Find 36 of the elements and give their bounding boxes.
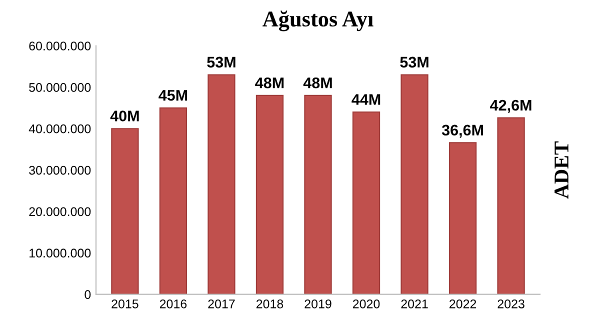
bar xyxy=(400,74,428,294)
y-axis-title: ADET xyxy=(554,141,568,199)
x-tick-label: 2016 xyxy=(160,299,187,308)
y-tick-label: 30.000.000 xyxy=(29,166,91,175)
x-tick-label: 2022 xyxy=(450,299,476,308)
bar xyxy=(497,117,525,294)
x-tick-label: 2023 xyxy=(498,299,524,308)
chart-title: Ağustos Ayı xyxy=(262,10,374,32)
y-tick-label: 0 xyxy=(84,290,91,299)
y-tick-label: 20.000.000 xyxy=(29,207,91,216)
x-tick-label: 2021 xyxy=(401,299,428,308)
data-label: 42,6M xyxy=(490,100,532,113)
bar xyxy=(448,142,477,294)
bar xyxy=(256,94,284,294)
data-label: 48M xyxy=(255,77,284,88)
bar xyxy=(111,128,139,294)
data-label: 53M xyxy=(207,56,236,68)
data-label: 40M xyxy=(110,110,139,122)
y-tick-label: 60.000.000 xyxy=(29,42,91,50)
data-label: 45M xyxy=(158,90,188,101)
y-tick-label: 50.000.000 xyxy=(29,83,91,92)
data-label: 44M xyxy=(352,94,380,105)
y-tick-label: 40.000.000 xyxy=(28,124,91,134)
data-label: 48M xyxy=(303,77,332,88)
bar xyxy=(208,74,236,294)
data-label: 36,6M xyxy=(442,124,483,138)
x-tick-label: 2020 xyxy=(352,299,380,308)
data-label: 53M xyxy=(400,56,428,68)
x-tick-label: 2017 xyxy=(208,299,235,308)
x-tick-label: 2015 xyxy=(112,299,138,308)
x-tick-label: 2019 xyxy=(304,299,332,308)
bar xyxy=(159,107,188,294)
x-tick-label: 2018 xyxy=(256,299,284,308)
bar xyxy=(352,111,380,294)
bar xyxy=(304,94,332,294)
y-tick-label: 10.000.000 xyxy=(30,248,91,258)
